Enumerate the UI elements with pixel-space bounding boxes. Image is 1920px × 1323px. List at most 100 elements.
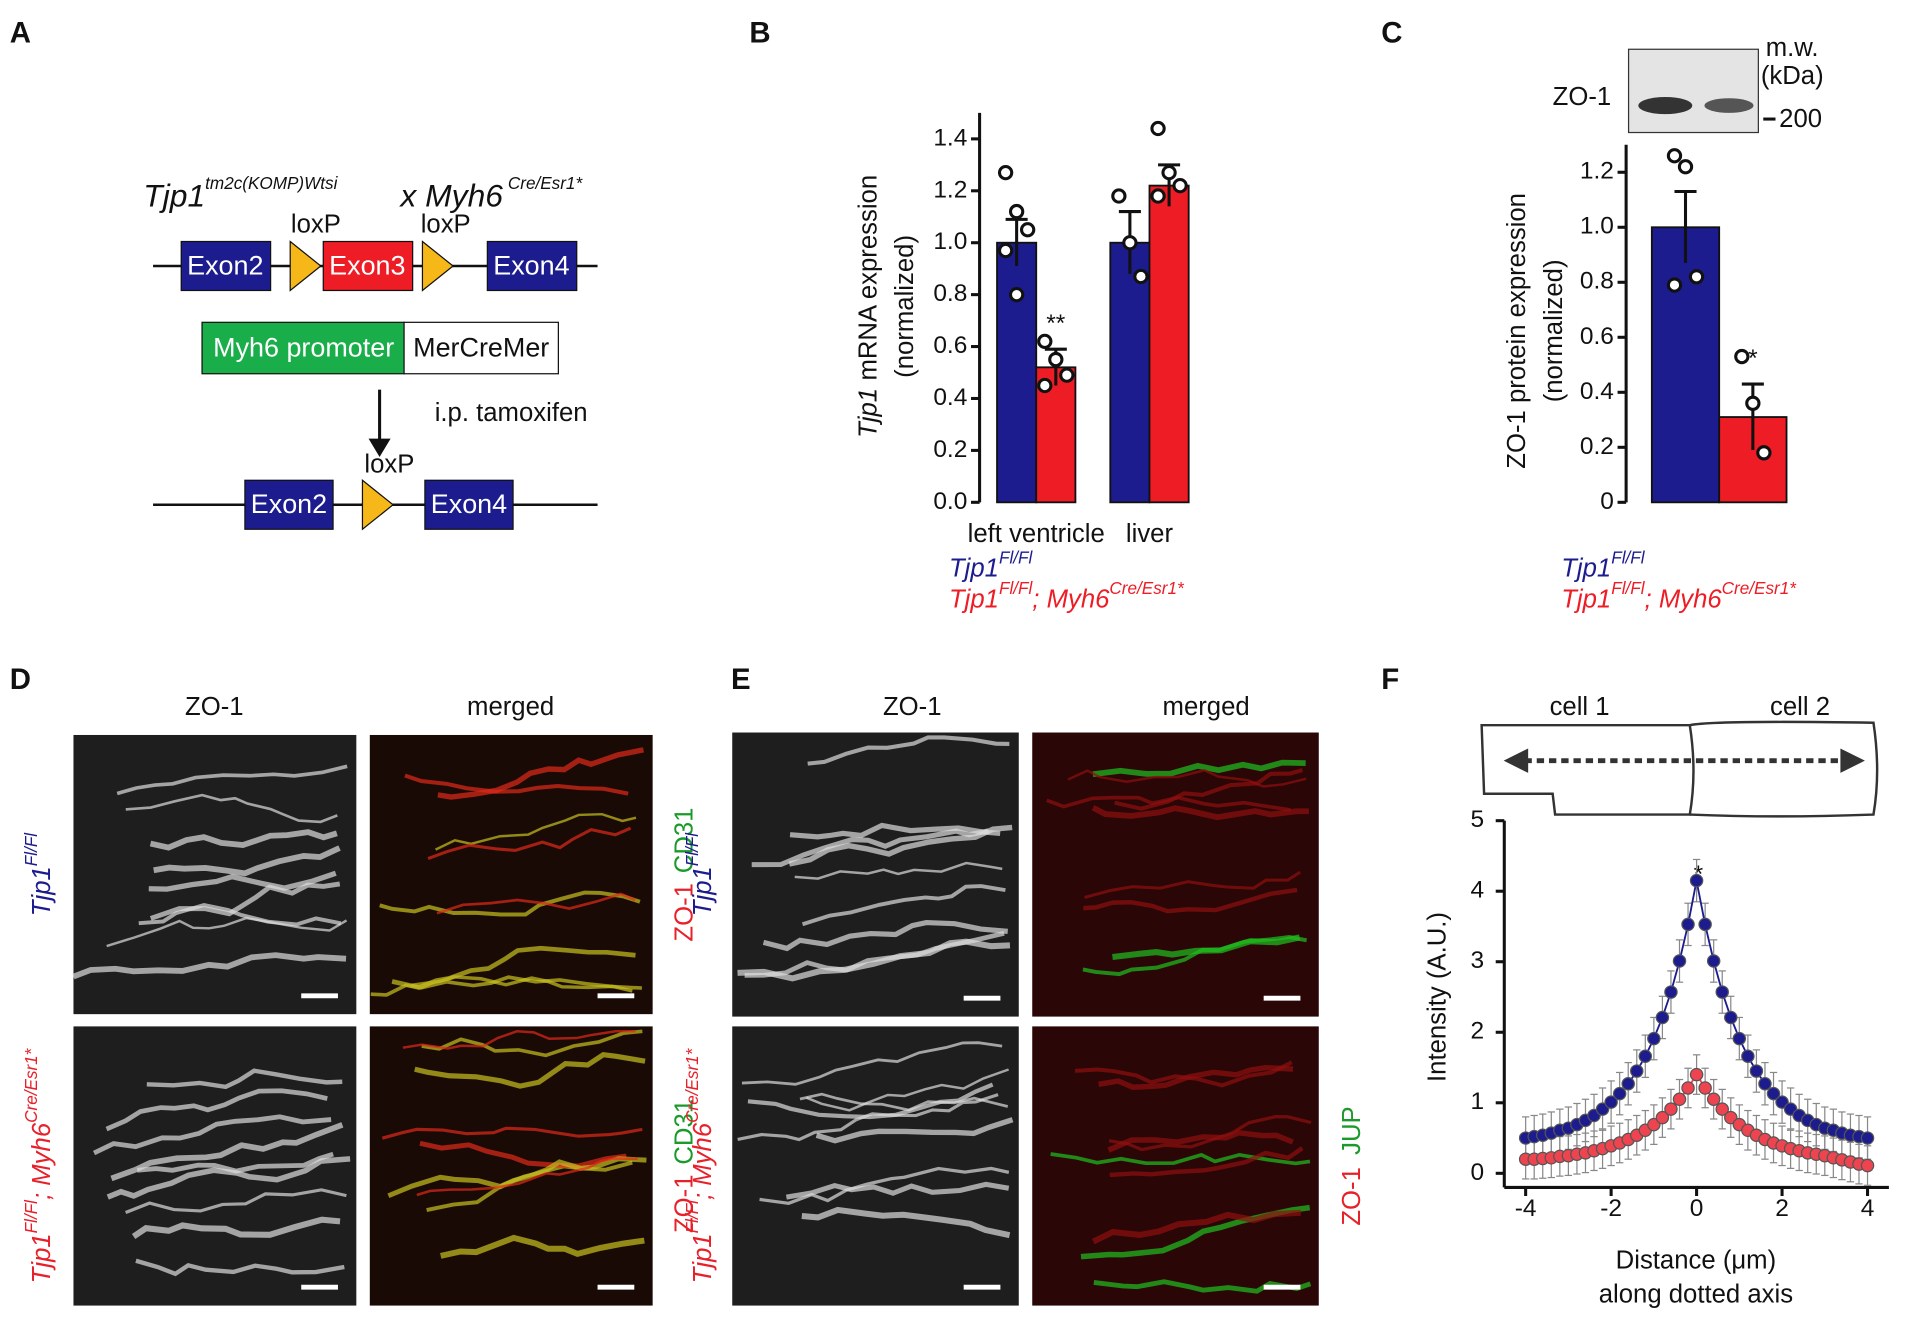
legend-text: Tjp1 — [949, 585, 999, 613]
micrograph-streak — [131, 1216, 341, 1240]
y-axis-label: (normalized) — [1540, 259, 1568, 402]
exon-box — [486, 240, 578, 292]
exon-label: Exon4 — [431, 489, 507, 519]
data-point — [1681, 917, 1695, 932]
data-point — [1758, 1077, 1772, 1091]
data-point — [1150, 120, 1166, 137]
x-tick-label: 2 — [1775, 1195, 1789, 1222]
stain: JUP — [1338, 1106, 1366, 1155]
micrograph-streak — [421, 1029, 643, 1058]
y-tick-label: 0 — [1470, 1159, 1484, 1186]
significance: ** — [1046, 310, 1066, 337]
western-blot: ZO-1 m.w. (kDa) 200 — [1553, 34, 1824, 134]
data-point — [1655, 1110, 1670, 1125]
x-tick-label: -4 — [1515, 1195, 1537, 1222]
row-label: Tjp1Fl/Fl — [682, 832, 717, 916]
data-point — [1756, 445, 1772, 461]
exon-label: Exon3 — [329, 250, 405, 280]
micrograph-streak — [135, 1258, 345, 1277]
data-point — [1059, 367, 1075, 383]
cell-outline — [1689, 720, 1879, 818]
micrograph-streak — [789, 822, 1001, 840]
micrograph-streak — [149, 881, 341, 921]
micrograph-streak — [1098, 1064, 1294, 1090]
data-point — [1612, 1086, 1627, 1101]
data-point — [1672, 1092, 1687, 1106]
micrograph — [1032, 732, 1319, 1017]
data-point — [1664, 1102, 1678, 1116]
data-point — [1775, 1095, 1789, 1109]
micrograph-streak — [1092, 1209, 1301, 1245]
x-axis-label: along dotted axis — [1599, 1281, 1793, 1309]
micrograph-streak — [1074, 1060, 1293, 1088]
micrograph-streak — [404, 773, 629, 796]
blot-label: ZO-1 — [1553, 83, 1612, 111]
data-point — [1630, 1064, 1644, 1078]
cell-label: cell 1 — [1550, 693, 1610, 721]
data-point — [1150, 188, 1166, 204]
micrograph-streak — [807, 735, 1010, 766]
micrograph-streak — [741, 1041, 1003, 1086]
micrograph-streak — [437, 747, 644, 800]
exon-label: Exon2 — [187, 250, 263, 280]
loxp-site — [421, 240, 455, 292]
micrograph-streak — [414, 1052, 646, 1089]
micrograph-streak — [1112, 934, 1301, 960]
y-axis-label: Intensity (A.U.) — [1424, 912, 1452, 1082]
data-point — [1111, 188, 1127, 204]
stain-label: ZO-1 JUP — [1338, 1106, 1366, 1225]
legend-text: Tjp1 — [949, 554, 999, 582]
loxp-site — [289, 240, 322, 292]
data-point — [1008, 203, 1025, 220]
data-point — [1122, 235, 1138, 251]
micrograph-streak — [747, 1082, 994, 1120]
y-tick-label: 0.2 — [1580, 433, 1614, 460]
column-header: ZO-1 — [185, 693, 244, 721]
treatment-label: i.p. tamoxifen — [435, 399, 588, 427]
exon-label: Exon4 — [493, 250, 569, 280]
micrograph-streak — [387, 1156, 647, 1199]
row-label: Tjp1Fl/Fl — [20, 832, 55, 916]
micrograph-streak — [751, 828, 989, 868]
cross-label: x Myh6 Cre/Esr1* — [398, 172, 583, 214]
x-tick-label: liver — [1126, 520, 1174, 548]
y-tick-label: 1.4 — [933, 124, 967, 151]
arrow-head — [1840, 748, 1865, 773]
y-tick-label: 1.0 — [1580, 213, 1614, 240]
stain: CD31 — [671, 808, 699, 874]
y-label-italic: Tjp1 — [854, 388, 882, 438]
cell-outline — [1480, 723, 1695, 816]
y-tick-label: 0.4 — [933, 384, 967, 411]
micrograph-streak — [440, 1234, 645, 1259]
data-point — [1860, 1131, 1875, 1145]
legend-text: ; Myh6 — [1032, 585, 1110, 613]
legend-sup: Fl/Fl — [999, 547, 1033, 567]
blot-unit: (kDa) — [1761, 62, 1824, 90]
data-point — [1706, 954, 1721, 968]
micrograph-streak — [1067, 768, 1307, 788]
micrograph-streak — [801, 1206, 1011, 1239]
x-tick-label: 4 — [1861, 1195, 1875, 1222]
y-tick-label: 1.2 — [1580, 158, 1614, 185]
data-point — [1724, 1010, 1738, 1025]
allele-sup: tm2c(KOMP)Wtsi — [205, 172, 338, 192]
loxp-site — [361, 479, 395, 531]
genotype-sup: Fl/Fl — [20, 1199, 40, 1233]
data-point — [1161, 164, 1177, 181]
column-header: merged — [467, 693, 554, 721]
micrograph-streak — [1091, 805, 1309, 821]
legend-entry: Tjp1Fl/Fl; Myh6Cre/Esr1* — [949, 578, 1185, 613]
exon-box — [424, 479, 514, 530]
data-point — [1745, 395, 1761, 411]
genotype-sup: Cre/Esr1* — [682, 1047, 702, 1123]
genotype: Tjp1 — [689, 866, 717, 916]
legend-sup: Fl/Fl — [999, 578, 1033, 598]
micrograph-streak — [146, 1068, 343, 1090]
blot-band — [1638, 97, 1693, 115]
genotype-sup: Fl/Fl — [682, 832, 702, 866]
genotype-sup: Cre/Esr1* — [20, 1047, 40, 1123]
micrograph-streak — [116, 764, 348, 796]
data-point — [1133, 268, 1149, 285]
y-tick-label: 0.8 — [933, 280, 967, 307]
data-point — [1647, 1031, 1661, 1046]
